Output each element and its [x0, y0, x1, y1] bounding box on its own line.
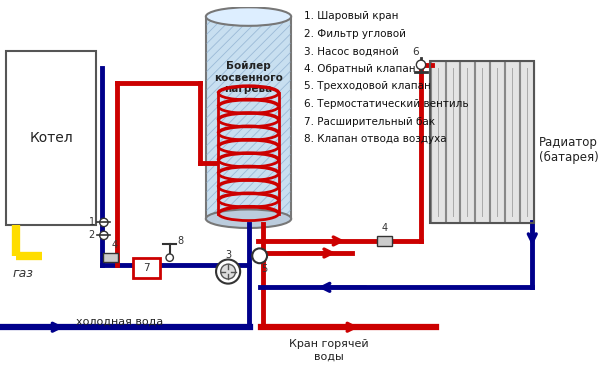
Ellipse shape	[206, 7, 291, 26]
Bar	[490, 61, 504, 223]
Text: 4: 4	[112, 240, 118, 250]
Text: газ: газ	[13, 267, 34, 280]
Text: Котел: Котел	[29, 131, 73, 145]
Text: холодная вода: холодная вода	[76, 316, 163, 326]
Text: 3: 3	[225, 250, 231, 260]
Text: 5: 5	[261, 264, 268, 274]
Circle shape	[216, 260, 240, 283]
Circle shape	[100, 231, 108, 240]
Circle shape	[221, 264, 236, 279]
Text: 7: 7	[143, 263, 150, 273]
Text: 4. Обратный клапан: 4. Обратный клапан	[304, 64, 416, 74]
Text: Бойлер
косвенного
нагрева: Бойлер косвенного нагрева	[214, 61, 283, 94]
Text: 7. Расширительный бак: 7. Расширительный бак	[304, 117, 435, 127]
Text: 3. Насос водяной: 3. Насос водяной	[304, 46, 399, 56]
Text: 8: 8	[178, 236, 184, 246]
Bar	[5, 51, 97, 225]
Ellipse shape	[206, 210, 291, 228]
Text: 2: 2	[89, 230, 95, 240]
Circle shape	[166, 254, 173, 262]
Text: 1: 1	[89, 217, 95, 227]
Text: 8. Клапан отвода воздуха: 8. Клапан отвода воздуха	[304, 134, 447, 144]
Text: 5. Трехходовой клапан: 5. Трехходовой клапан	[304, 82, 431, 92]
Bar	[446, 61, 460, 223]
Text: 6: 6	[412, 47, 419, 57]
Bar	[505, 61, 519, 223]
Bar	[431, 61, 445, 223]
Text: 4: 4	[382, 223, 388, 233]
Text: 6. Термостатический вентиль: 6. Термостатический вентиль	[304, 99, 469, 109]
Bar	[460, 61, 475, 223]
Bar	[377, 236, 392, 246]
Text: 2. Фильтр угловой: 2. Фильтр угловой	[304, 29, 406, 39]
Bar	[475, 61, 489, 223]
Text: 1. Шаровый кран: 1. Шаровый кран	[304, 11, 398, 21]
Bar	[430, 61, 534, 223]
Bar	[206, 17, 291, 219]
Text: Кран горячей
воды: Кран горячей воды	[289, 339, 369, 362]
Bar	[103, 253, 118, 262]
Circle shape	[416, 60, 425, 69]
Bar	[520, 61, 533, 223]
Text: Радиатор
(батарея): Радиатор (батарея)	[539, 135, 599, 164]
Circle shape	[252, 249, 267, 263]
Bar	[133, 258, 160, 278]
Circle shape	[100, 218, 108, 227]
